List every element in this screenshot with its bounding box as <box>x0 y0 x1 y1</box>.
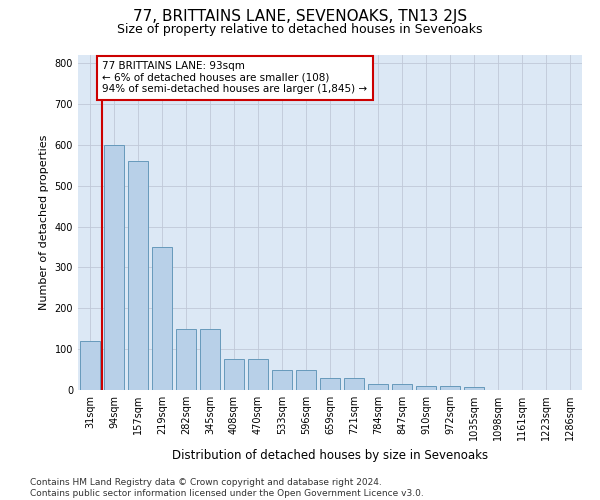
Text: 77, BRITTAINS LANE, SEVENOAKS, TN13 2JS: 77, BRITTAINS LANE, SEVENOAKS, TN13 2JS <box>133 9 467 24</box>
Text: 77 BRITTAINS LANE: 93sqm
← 6% of detached houses are smaller (108)
94% of semi-d: 77 BRITTAINS LANE: 93sqm ← 6% of detache… <box>103 61 368 94</box>
Bar <box>104 145 124 390</box>
Text: Size of property relative to detached houses in Sevenoaks: Size of property relative to detached ho… <box>117 22 483 36</box>
Bar <box>368 384 388 390</box>
Bar <box>152 247 172 390</box>
Bar <box>272 370 292 390</box>
Bar <box>392 384 412 390</box>
Bar <box>464 386 484 390</box>
Bar <box>200 328 220 390</box>
Bar <box>416 386 436 390</box>
Bar <box>176 328 196 390</box>
Bar <box>128 161 148 390</box>
Bar <box>344 378 364 390</box>
Bar <box>80 341 100 390</box>
Bar <box>296 370 316 390</box>
Y-axis label: Number of detached properties: Number of detached properties <box>39 135 49 310</box>
Bar <box>248 360 268 390</box>
Text: Contains HM Land Registry data © Crown copyright and database right 2024.
Contai: Contains HM Land Registry data © Crown c… <box>30 478 424 498</box>
Bar <box>224 360 244 390</box>
Bar <box>320 378 340 390</box>
X-axis label: Distribution of detached houses by size in Sevenoaks: Distribution of detached houses by size … <box>172 448 488 462</box>
Bar <box>440 386 460 390</box>
